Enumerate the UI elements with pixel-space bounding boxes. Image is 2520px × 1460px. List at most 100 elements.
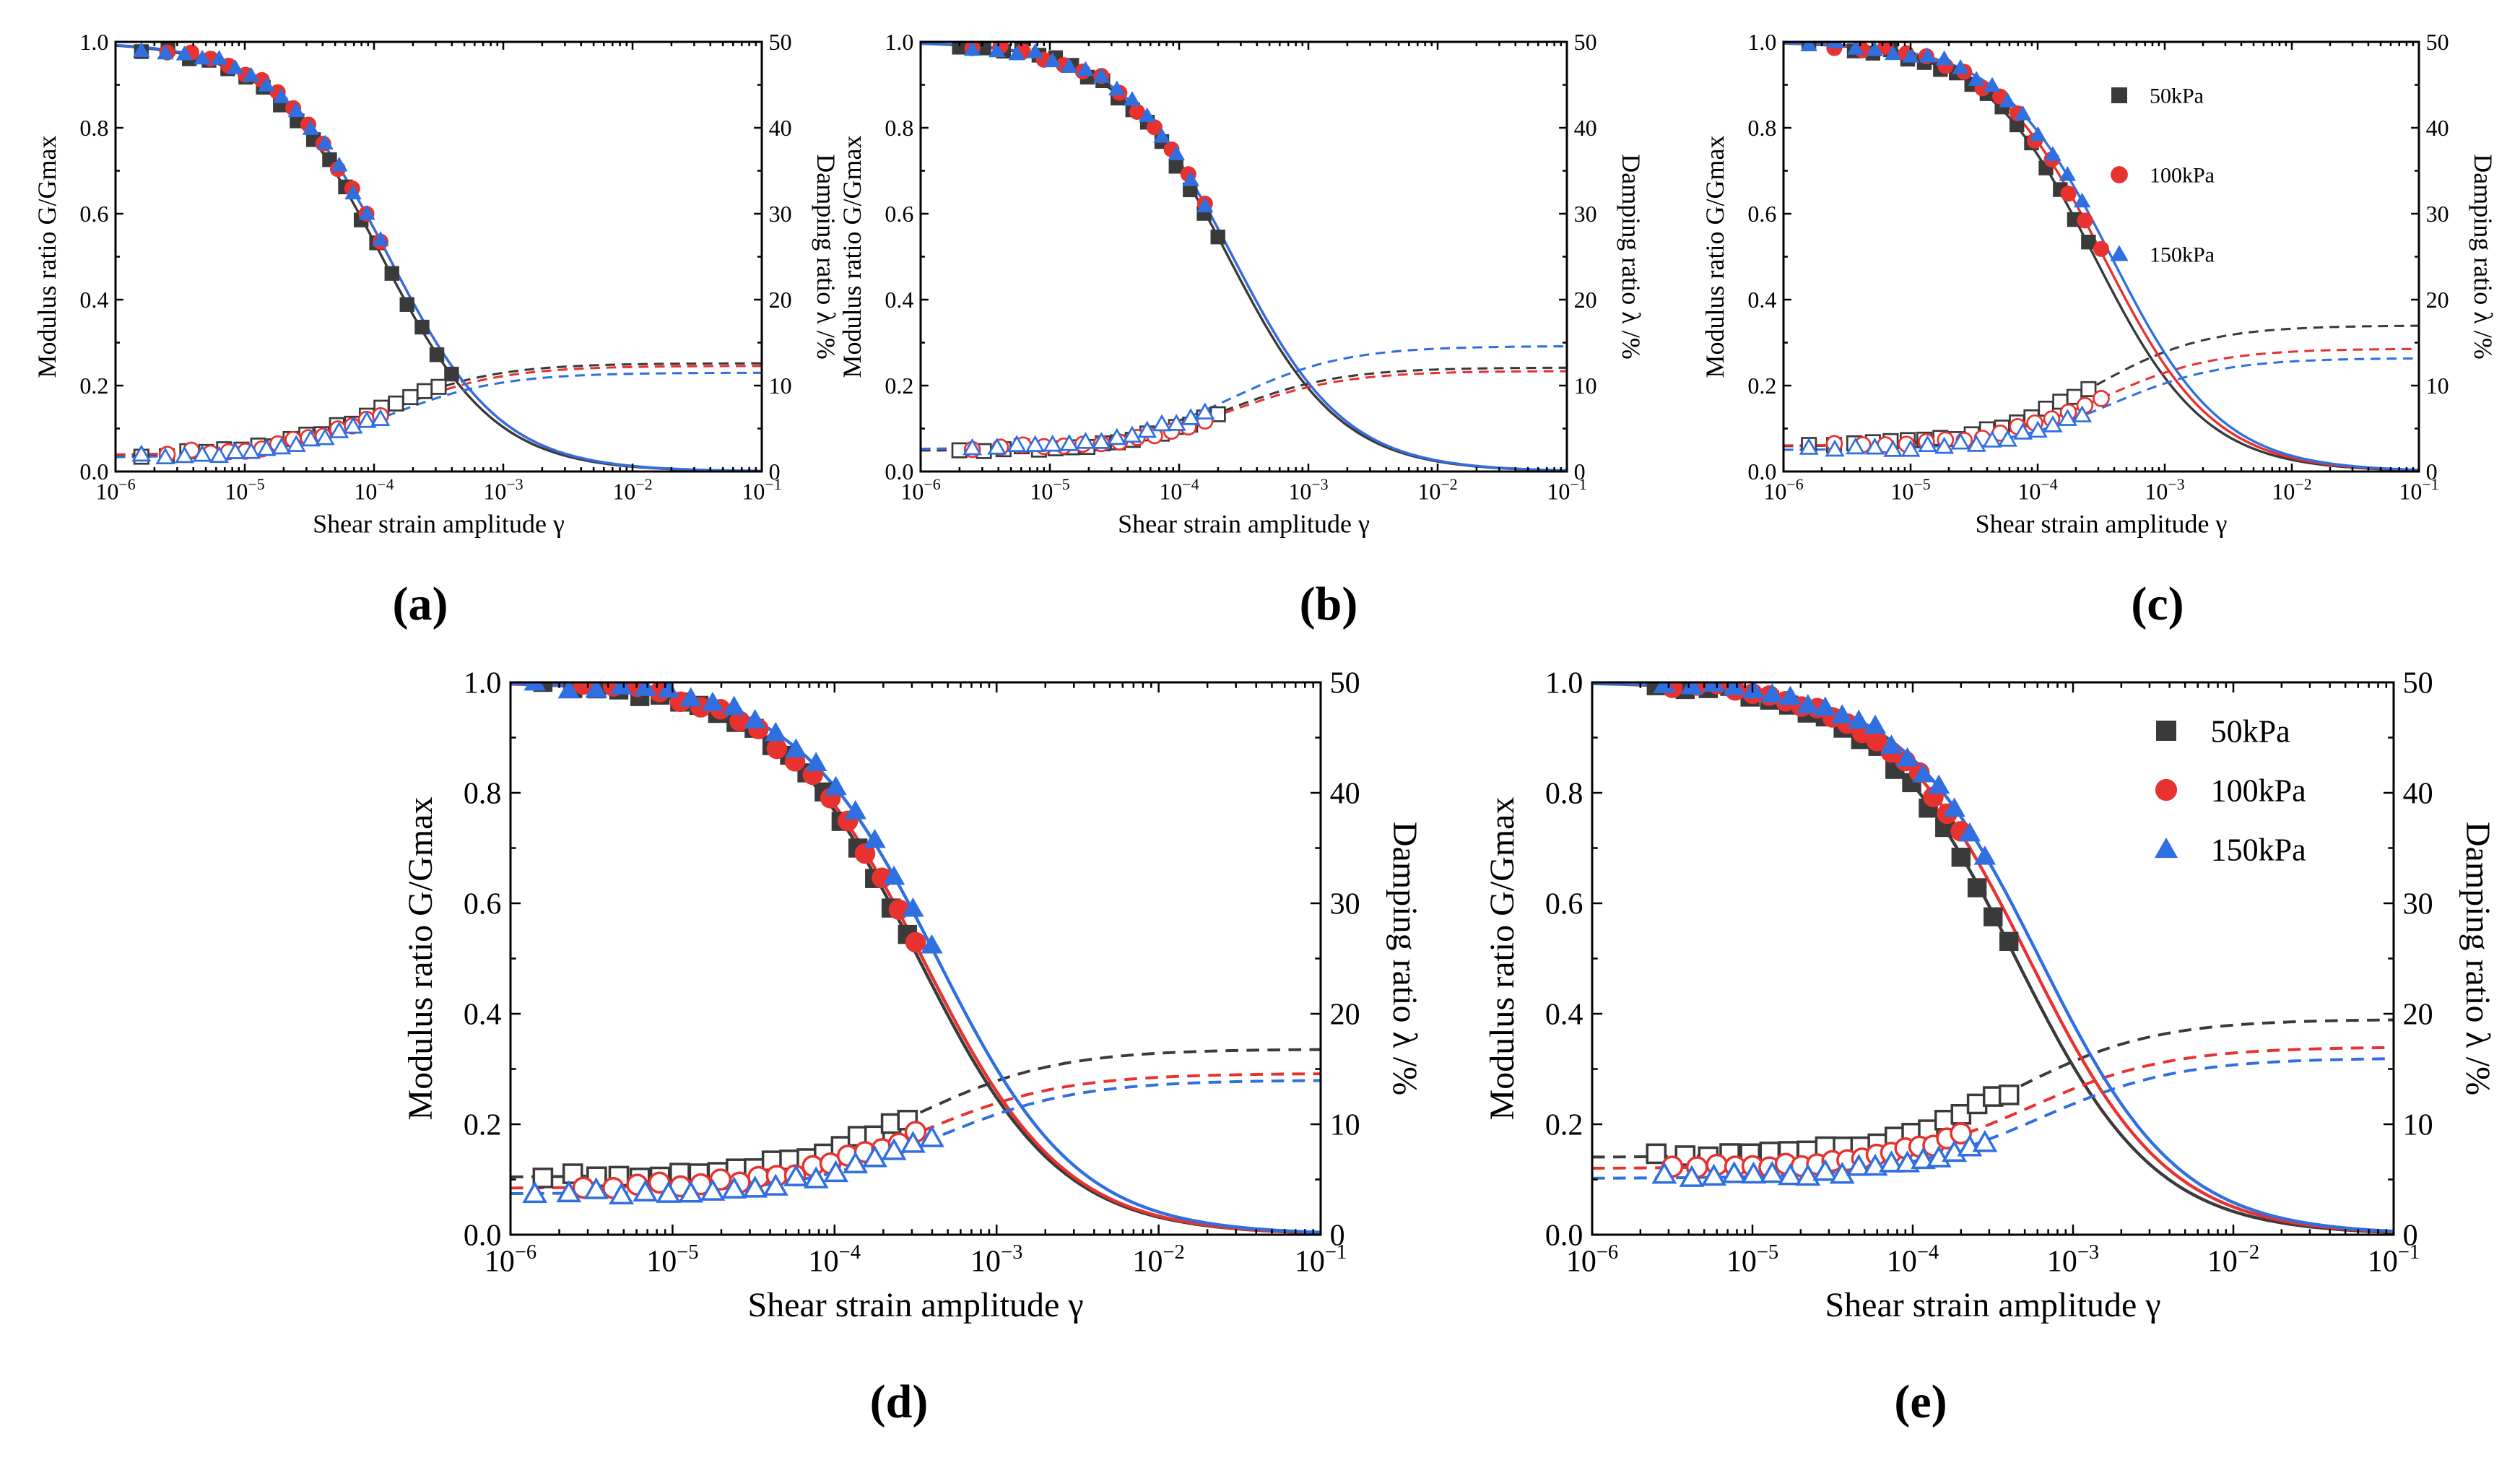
damping-data-point: [1911, 1147, 1936, 1170]
modulus-data-point: [1196, 197, 1214, 213]
plot-area: [1783, 42, 2419, 472]
modulus-data-point: [1761, 683, 1783, 703]
damping-data-point: [2093, 390, 2110, 407]
damping-data-point: [2072, 405, 2093, 422]
modulus-data-point: [302, 120, 320, 135]
modulus-data-point: [557, 682, 580, 699]
damping-data-point: [241, 442, 261, 459]
modulus-data-point: [1866, 731, 1887, 752]
damping-data-point: [1043, 434, 1063, 452]
y2-tick-label: 20: [2426, 287, 2449, 313]
modulus-data-point: [1999, 931, 2019, 952]
modulus-data-point: [1108, 80, 1126, 95]
damping-data-point: [209, 446, 229, 464]
modulus-data-point: [1984, 77, 2001, 92]
y-axis-title: Modulus ratio G/Gmax: [401, 797, 440, 1121]
damping-data-point: [1152, 414, 1172, 432]
plot-area: [1592, 682, 2394, 1234]
y-tick-label: 0.2: [1545, 1109, 1583, 1142]
modulus-data-point: [1153, 128, 1170, 143]
modulus-data-point: [358, 204, 375, 220]
legend-label: 50kPa: [2150, 84, 2204, 108]
x-axis-title: Shear strain amplitude γ: [747, 1286, 1083, 1324]
damping-data-point: [609, 1182, 634, 1204]
y-tick-label: 0.4: [1545, 999, 1583, 1032]
y2-tick-label: 0: [2403, 1220, 2418, 1253]
damping-data-point: [783, 1164, 809, 1186]
x-axis-title: Shear strain amplitude γ: [313, 510, 565, 539]
modulus-data-point: [1800, 42, 1817, 52]
damping-data-point: [1883, 440, 1903, 457]
plot-area: [510, 682, 1321, 1235]
plot-area: [116, 42, 762, 472]
damping-data-point: [1799, 438, 1819, 455]
damping-data-point: [1997, 429, 2017, 447]
damping-data-point: [1741, 1161, 1766, 1184]
modulus-data-point: [2044, 146, 2061, 161]
damping-data-point: [175, 446, 195, 464]
y2-tick-label: 30: [769, 201, 792, 227]
damping-data-point: [1122, 425, 1142, 443]
modulus-data-point: [1723, 682, 1745, 695]
damping-data-point: [329, 421, 349, 438]
legend: 50kPa 100kPa 150kPa: [2154, 713, 2306, 867]
modulus-data-point: [429, 347, 445, 362]
damping-data-point: [900, 1131, 926, 1153]
damping-data-point: [556, 1180, 582, 1203]
modulus-data-point: [1880, 734, 1903, 754]
y-tick-label: 0.4: [464, 999, 502, 1032]
y-tick-label: 0.0: [1545, 1220, 1583, 1253]
damping-data-point: [131, 444, 152, 462]
modulus-data-point: [194, 49, 211, 65]
modulus-data-point: [210, 50, 228, 65]
modulus-data-point: [133, 42, 150, 58]
damping-data-point: [416, 383, 433, 399]
damping-data-point: [762, 1173, 788, 1196]
damping-data-point: [1918, 435, 1938, 453]
modulus-data-point: [729, 711, 750, 731]
chart-panel-c: 10−6 10−5 10−4 10−3 10−2 10−10.00.20.40.60.81…: [1700, 29, 2498, 630]
damping-data-point: [225, 442, 246, 459]
modulus-data-point: [1866, 42, 1884, 56]
modulus-data-point: [2029, 126, 2047, 142]
y-tick-label: 0.8: [79, 115, 108, 141]
damping-data-point: [2013, 422, 2033, 440]
damping-data-point: [918, 1125, 944, 1147]
damping-data-point: [1759, 1160, 1785, 1183]
y-tick-label: 1.0: [464, 667, 502, 700]
legend: 50kPa 100kPa 150kPa: [2110, 84, 2215, 267]
damping-data-point: [633, 1179, 659, 1202]
modulus-data-point: [1653, 682, 1676, 693]
modulus-data-point: [765, 721, 787, 742]
y-tick-label: 1.0: [885, 29, 913, 55]
y2-tick-label: 40: [2403, 778, 2433, 811]
y2-tick-label: 10: [1330, 1109, 1360, 1142]
modulus-data-point: [1968, 71, 1985, 86]
y2-tick-label: 40: [769, 115, 792, 141]
modulus-data-point: [1680, 682, 1703, 695]
legend-label: 50kPa: [2211, 713, 2290, 749]
damping-data-point: [522, 1181, 548, 1204]
y2-tick-label: 50: [769, 29, 792, 55]
plot-area: [921, 42, 1567, 472]
y2-tick-label: 50: [2426, 29, 2449, 55]
chart-panel-d: 10−6 10−5 10−4 10−3 10−2 10−10.00.20.40.60.81…: [401, 667, 1424, 1428]
modulus-data-point: [1092, 67, 1111, 83]
damping-data-point: [1137, 420, 1157, 438]
x-axis-title: Shear strain amplitude γ: [1976, 510, 2228, 539]
y2-axis-title: Damping ratio λ /%: [2459, 822, 2497, 1095]
y-tick-label: 0.6: [464, 888, 502, 921]
modulus-data-point: [399, 297, 414, 312]
damping-data-point: [1864, 437, 1885, 455]
x-tick-label: 10−2: [1132, 1241, 1184, 1279]
damping-data-point: [1721, 1160, 1747, 1183]
modulus-data-point: [1146, 119, 1163, 136]
modulus-data-point: [1183, 182, 1198, 198]
y-tick-label: 1.0: [1545, 667, 1583, 700]
y-axis-title: Modulus ratio G/Gmax: [1483, 797, 1521, 1121]
damping-data-point: [1966, 435, 1986, 452]
legend-label: 150kPa: [2150, 243, 2215, 267]
modulus-data-point: [1182, 171, 1199, 186]
damping-data-point: [1950, 432, 1971, 450]
